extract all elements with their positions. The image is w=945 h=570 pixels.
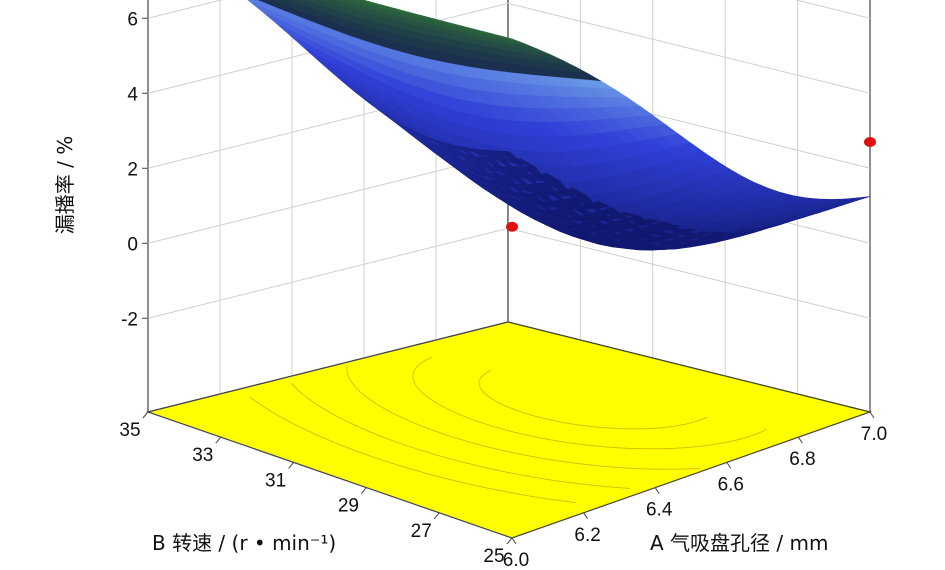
floor-contour-line <box>478 369 708 430</box>
x-tick-label: 6.0 <box>503 550 529 570</box>
x-tick-mark <box>511 537 517 545</box>
y-tick-label: 27 <box>411 521 432 542</box>
y-tick-label: 29 <box>338 496 359 517</box>
floor-contour-line <box>346 364 700 470</box>
z-tick-label: 0 <box>127 234 138 255</box>
y-tick-label: 31 <box>265 470 286 491</box>
x-tick-mark <box>654 487 660 494</box>
surface-patch <box>844 196 871 203</box>
z-gridline <box>147 2 871 94</box>
y-tick-mark <box>361 487 367 494</box>
y-tick-label: 25 <box>483 546 504 567</box>
x-tick-label: 7.0 <box>861 424 887 445</box>
x-tick-label: 6.6 <box>718 474 744 495</box>
floor-contour-line <box>290 382 630 489</box>
tick-labels: 121086420-26.06.26.46.66.87.025272931333… <box>119 9 887 570</box>
y-tick-mark <box>142 411 149 419</box>
z-tick-label: 2 <box>127 159 138 180</box>
y-tick-mark <box>288 462 294 469</box>
x-tick-mark <box>583 512 589 520</box>
x-tick-mark <box>869 411 875 419</box>
x-tick-label: 6.8 <box>789 449 815 470</box>
y-tick-mark <box>433 512 440 520</box>
z-tick-label: 6 <box>127 9 138 30</box>
y-tick-label: 35 <box>119 420 140 441</box>
x-tick-label: 6.2 <box>574 525 600 546</box>
y-axis-title: B 转速 / (r • min⁻¹) <box>152 531 336 555</box>
x-tick-mark <box>797 436 803 444</box>
design-points <box>506 137 876 232</box>
floor-contour-line <box>412 356 767 450</box>
y-tick-label: 33 <box>192 445 213 466</box>
response-surface <box>247 0 871 251</box>
floor-contour-line <box>249 396 577 504</box>
x-axis-title: A 气吸盘孔径 / mm <box>650 531 828 555</box>
design-point <box>506 221 518 232</box>
z-tick-label: 4 <box>127 84 138 105</box>
y-tick-mark <box>506 537 513 545</box>
design-point <box>864 137 876 147</box>
z-tick-label: -2 <box>121 309 138 330</box>
y-tick-mark <box>215 436 222 444</box>
x-tick-mark <box>726 462 732 469</box>
z-axis-title: 漏播率 / % <box>53 136 77 234</box>
x-tick-label: 6.4 <box>646 500 673 521</box>
